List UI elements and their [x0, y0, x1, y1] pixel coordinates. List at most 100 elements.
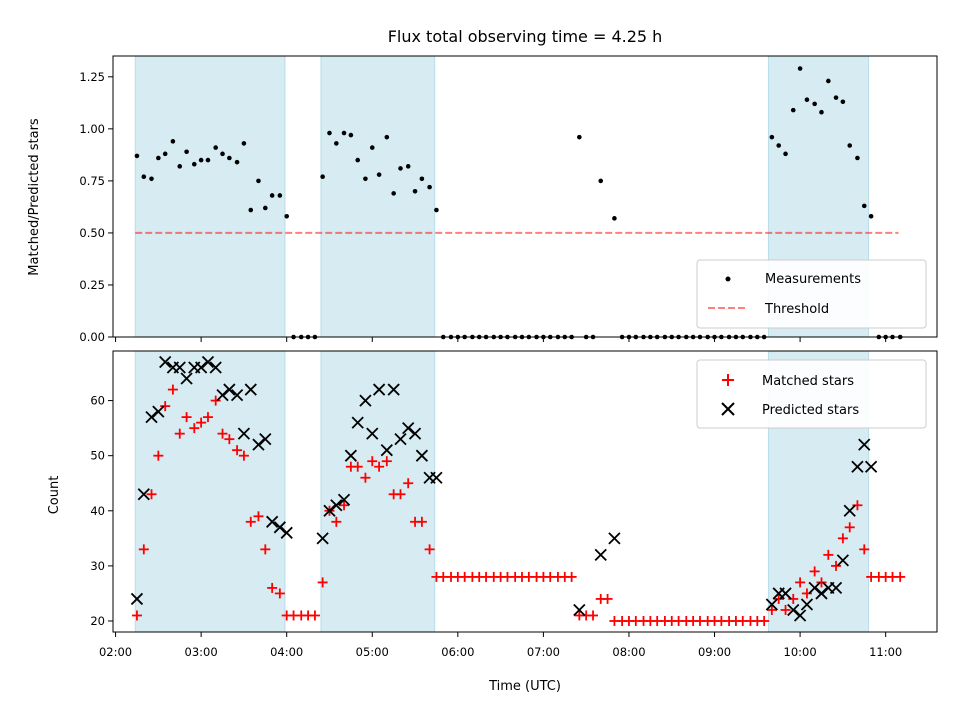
- measurement-point: [269, 193, 275, 198]
- predicted-point: [793, 609, 807, 622]
- predicted-point: [130, 592, 144, 606]
- plot-frame: [112, 350, 938, 633]
- measurement-point: [812, 101, 817, 107]
- predicted-point: [216, 388, 229, 402]
- measurement-point: [826, 78, 831, 84]
- y-tick-label: 0.25: [79, 278, 105, 292]
- predicted-point: [201, 355, 215, 369]
- predicted-point: [323, 504, 336, 517]
- measurement-point: [320, 174, 325, 180]
- x-axis-label: Time (UTC): [488, 679, 561, 694]
- legend-x-marker: [721, 402, 735, 416]
- predicted-point: [344, 449, 358, 462]
- x-axis-ticks: [115, 337, 887, 342]
- matched-point: [309, 610, 320, 621]
- y-tick-label: 40: [90, 504, 105, 518]
- predicted-point: [765, 598, 778, 611]
- predicted-point: [351, 416, 364, 429]
- measurement-point: [263, 205, 268, 211]
- measurement-point: [341, 130, 347, 136]
- predicted-point: [145, 410, 158, 424]
- measurement-point: [141, 174, 147, 180]
- measurement-point: [220, 151, 225, 157]
- y-tick-label: 1.25: [79, 70, 105, 84]
- measurement-point: [369, 145, 375, 150]
- predicted-point: [330, 499, 343, 512]
- predicted-point: [608, 532, 621, 545]
- matched-point: [360, 472, 371, 483]
- legend-label-threshold: Threshold: [764, 302, 829, 317]
- matched-point: [416, 516, 427, 527]
- measurement-point: [434, 207, 439, 213]
- predicted-point: [836, 554, 850, 567]
- measurement-point: [776, 143, 782, 148]
- measurement-point: [277, 193, 283, 198]
- matched-point: [816, 577, 827, 588]
- predicted-point: [787, 603, 800, 617]
- matched-point: [167, 384, 178, 395]
- matched-point: [895, 571, 906, 582]
- measurement-point: [184, 149, 189, 155]
- y-axis-label: Count: [47, 476, 62, 515]
- measurement-point: [149, 176, 154, 182]
- x-tick-label: 09:00: [698, 645, 731, 659]
- matched-point: [274, 588, 285, 599]
- observing-window-1: [134, 350, 286, 633]
- count-panel: 20 30 40 50 60 02:00 03:00 04:00 05:00 06:00 07:0…: [47, 350, 938, 694]
- measurement-point: [213, 145, 218, 150]
- predicted-point: [366, 427, 379, 440]
- measurement-point: [612, 216, 617, 221]
- measurement-point: [363, 176, 368, 182]
- observing-window-2: [320, 350, 436, 633]
- predicted-point: [594, 548, 607, 561]
- predicted-point: [394, 433, 407, 446]
- measurement-point: [769, 134, 775, 140]
- predicted-point: [252, 438, 265, 451]
- matched-point: [260, 544, 271, 555]
- predicted-point: [244, 383, 257, 396]
- y-tick-label: 0.50: [79, 226, 105, 240]
- y-tick-label: 30: [90, 559, 105, 573]
- legend-box: [696, 359, 927, 429]
- measurement-point: [861, 203, 867, 209]
- measurement-point: [134, 153, 140, 159]
- measurement-point: [840, 99, 846, 105]
- measurement-point: [348, 132, 354, 138]
- predicted-point: [380, 444, 393, 457]
- matched-point: [238, 450, 249, 461]
- predicted-point: [173, 361, 186, 374]
- matched-point: [210, 395, 221, 406]
- measurement-point: [227, 155, 232, 161]
- predicted-point: [316, 532, 329, 545]
- matched-point: [367, 456, 378, 467]
- measurement-point: [162, 151, 168, 157]
- predicted-point: [280, 526, 293, 539]
- measurement-point: [284, 213, 289, 219]
- legend-label-matched: Matched stars: [762, 374, 854, 389]
- y-tick-label: 1.00: [79, 122, 105, 136]
- predicted-point: [851, 460, 864, 473]
- predicted-point: [808, 581, 821, 595]
- predicted-point: [159, 355, 172, 369]
- y-tick-label: 0.00: [79, 330, 105, 344]
- matched-point: [174, 428, 185, 439]
- matched-point: [844, 522, 855, 533]
- matched-point: [773, 593, 784, 604]
- matched-point: [153, 450, 164, 461]
- measurement-point: [205, 157, 211, 163]
- measurement-point: [804, 97, 810, 103]
- matched-points: [131, 384, 906, 626]
- predicted-point: [858, 438, 871, 451]
- measurement-point: [248, 207, 254, 213]
- predicted-point: [372, 383, 386, 396]
- predicted-point: [800, 598, 814, 611]
- chart-title: Flux total observing time = 4.25 h: [388, 27, 663, 46]
- plot-frame: [112, 55, 938, 338]
- predicted-point: [402, 422, 415, 435]
- x-tick-label: 07:00: [527, 645, 560, 659]
- matched-point: [331, 516, 342, 527]
- predicted-point: [259, 433, 272, 446]
- measurement-point: [405, 164, 411, 169]
- legend-dot-marker: [725, 276, 731, 282]
- matched-point: [138, 544, 149, 555]
